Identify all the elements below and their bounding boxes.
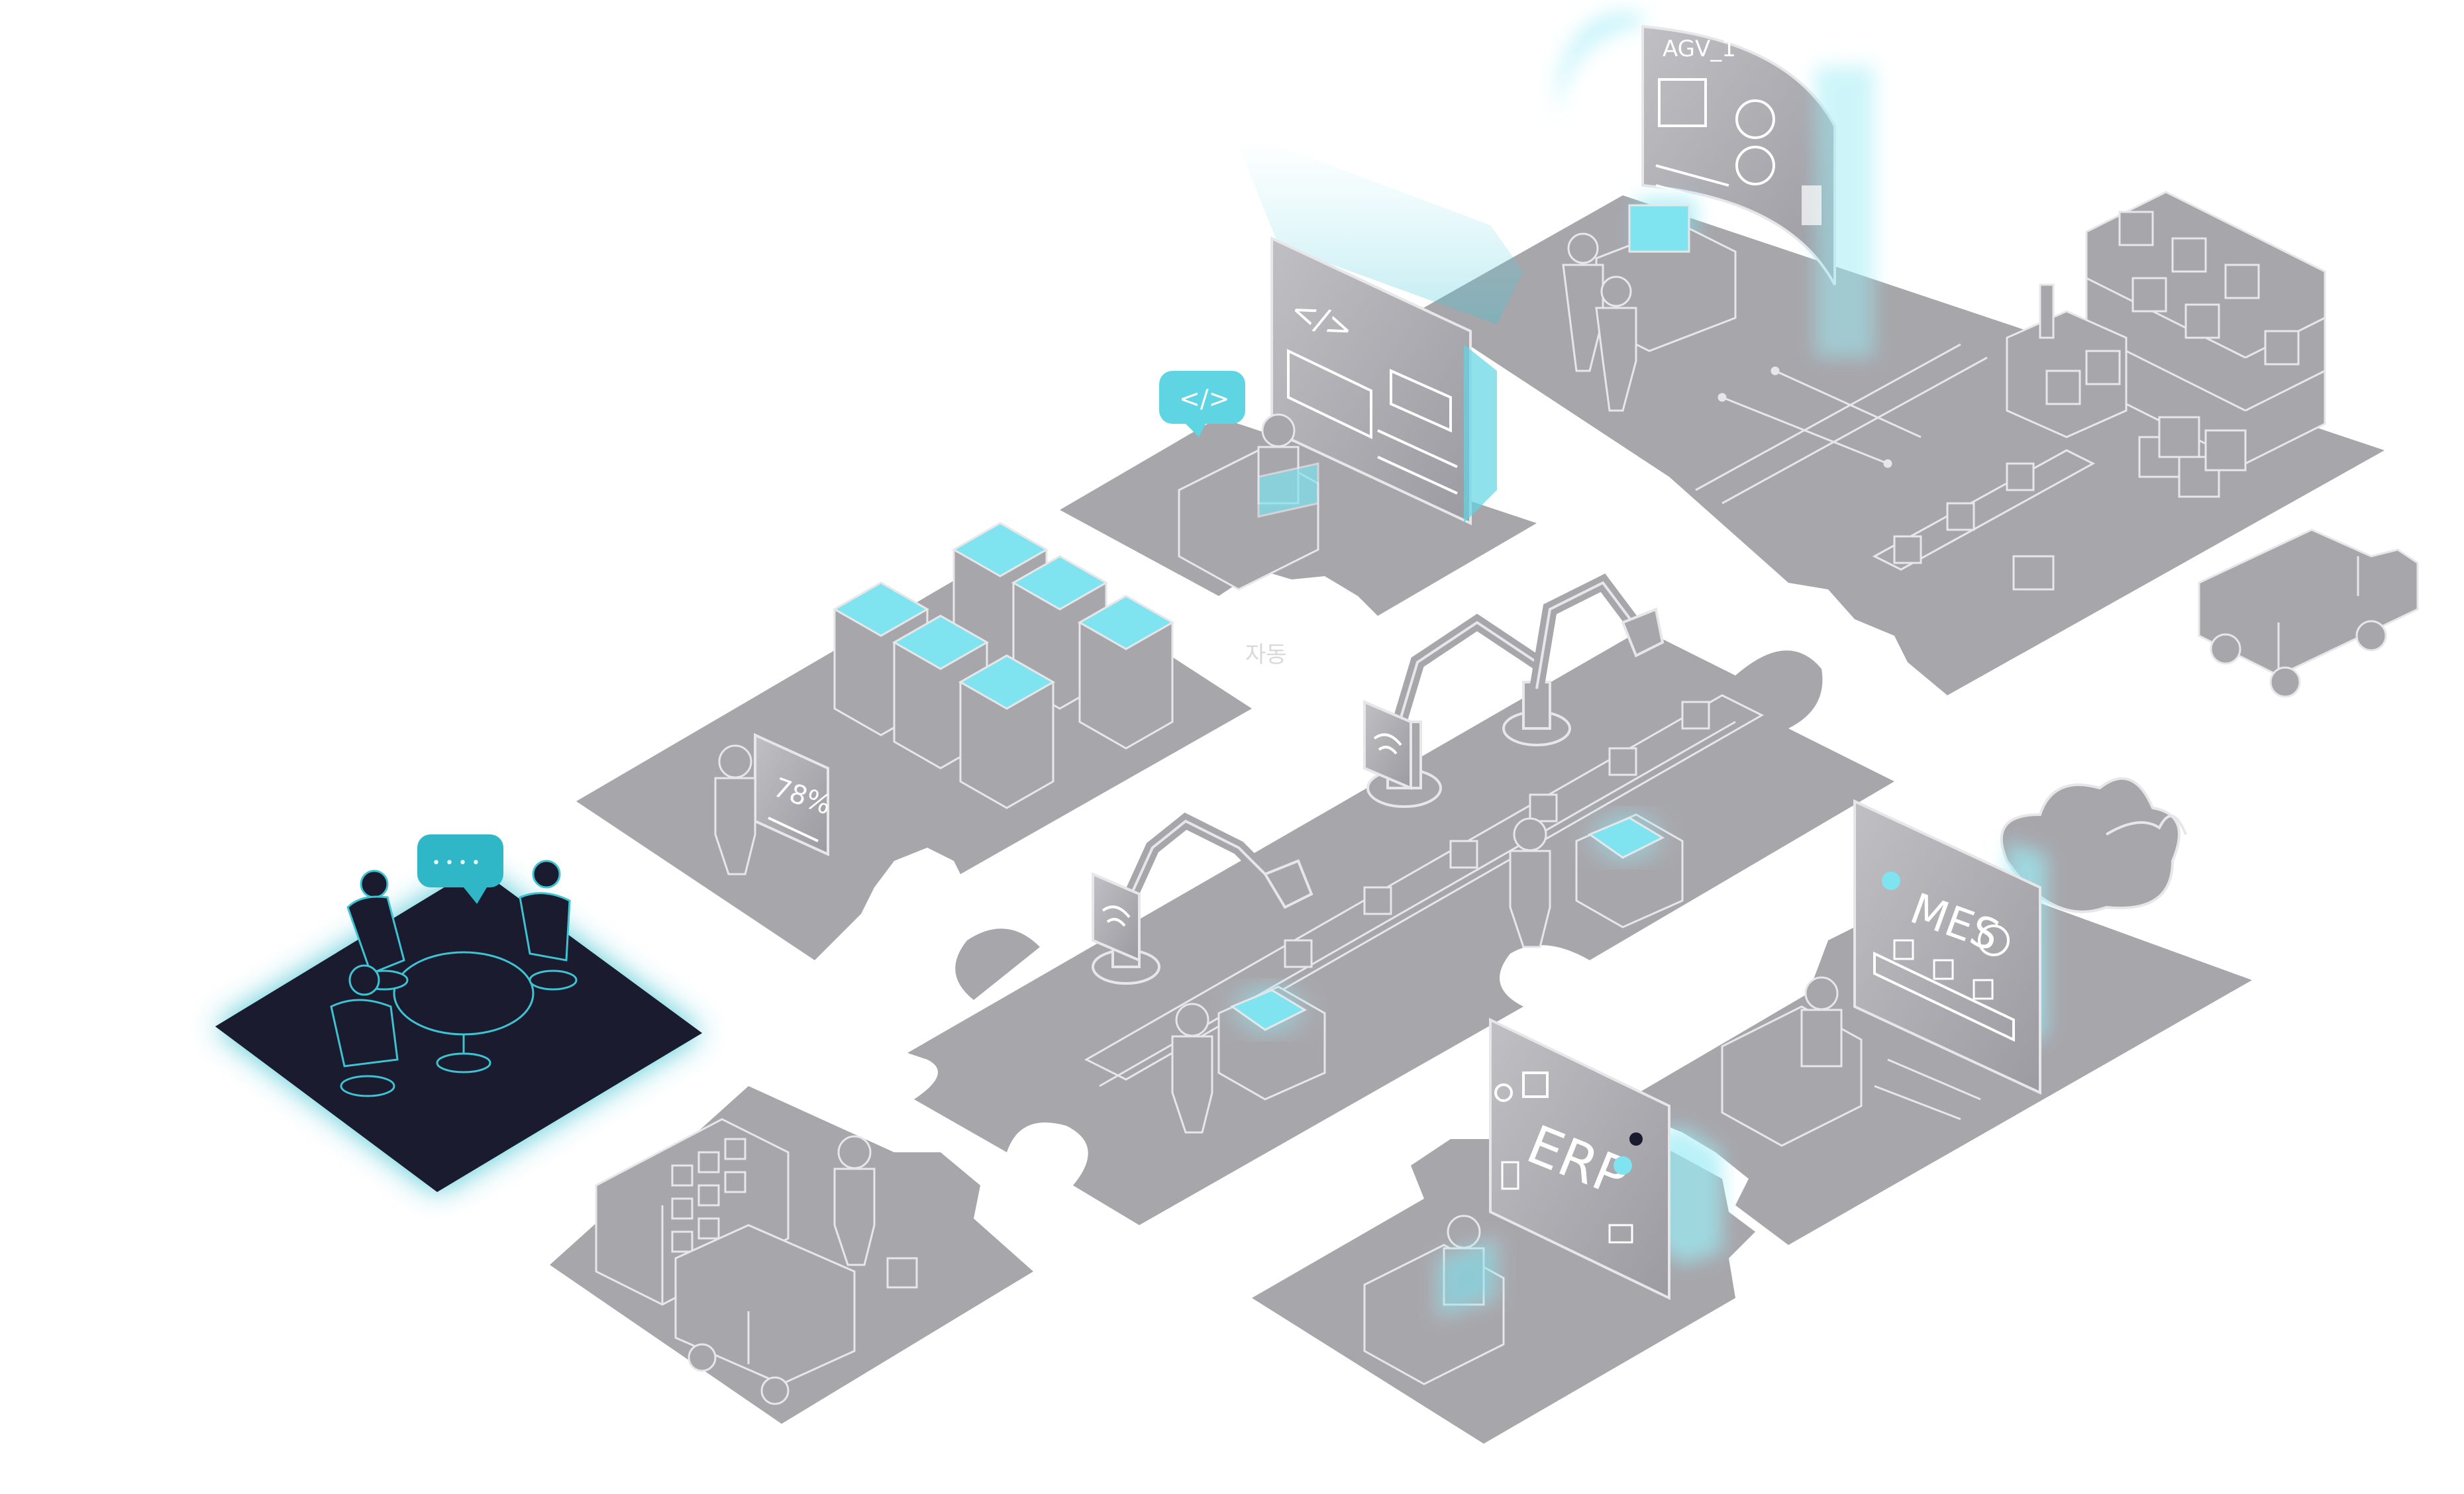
shelving-icon xyxy=(2085,191,2326,465)
chat-dots: • • • • xyxy=(432,855,480,872)
server-rack-icon[interactable] xyxy=(832,522,1175,809)
code-bubble-label: </> xyxy=(1179,384,1229,413)
person-icon xyxy=(1363,1215,1505,1385)
agv-label: AGV_1 xyxy=(1663,36,1736,62)
tile-developer[interactable]: </> </> xyxy=(1060,146,1537,616)
people-icon xyxy=(1562,204,1737,412)
person-icon xyxy=(1721,976,1981,1147)
tile-erp[interactable]: ERP xyxy=(1252,1017,1755,1444)
person-icon xyxy=(833,1135,876,1266)
tile-meeting[interactable]: • • • • xyxy=(215,834,702,1192)
forklift-icon[interactable] xyxy=(674,1224,856,1405)
person-icon xyxy=(1171,817,1551,1134)
tile-mes-floor xyxy=(1616,874,2252,1245)
tile-warehouse-storage[interactable] xyxy=(550,1086,1033,1424)
wifi-tablet-icon[interactable] xyxy=(1092,699,1412,963)
round-table-icon xyxy=(393,951,535,1073)
circuit-lines xyxy=(1695,343,1988,505)
person-icon xyxy=(714,744,756,875)
conveyor-icon xyxy=(1872,449,2096,591)
person-icon xyxy=(1178,413,1319,591)
screen-beam xyxy=(1239,146,1523,324)
station-block xyxy=(1217,813,1684,1101)
code-bubble-icon[interactable]: </> xyxy=(1159,371,1245,437)
tile-data-center[interactable]: 78% 자동 xyxy=(576,522,1287,960)
truck-icon[interactable] xyxy=(2198,528,2419,698)
agv-screen-icon[interactable]: AGV_1 xyxy=(1557,11,1874,358)
dashboard-icon[interactable]: 78% xyxy=(754,732,835,857)
forklift-icon xyxy=(2006,283,2128,438)
tile-logistics[interactable]: AGV_1 xyxy=(1417,11,2419,698)
tile-mes[interactable]: MES xyxy=(1616,777,2252,1245)
faded-korean-label: 자동 xyxy=(1245,642,1287,668)
code-screen-icon[interactable]: </> xyxy=(1270,236,1497,526)
chat-bubble-icon[interactable]: • • • • xyxy=(417,834,503,904)
mes-screen-icon[interactable]: MES xyxy=(1853,799,2041,1095)
erp-screen-icon[interactable]: ERP xyxy=(1489,1017,1670,1301)
box-icon xyxy=(886,1257,918,1289)
box-icon xyxy=(2138,416,2247,498)
people-icon xyxy=(330,860,578,1097)
tile-robot-line[interactable] xyxy=(907,573,1894,1225)
